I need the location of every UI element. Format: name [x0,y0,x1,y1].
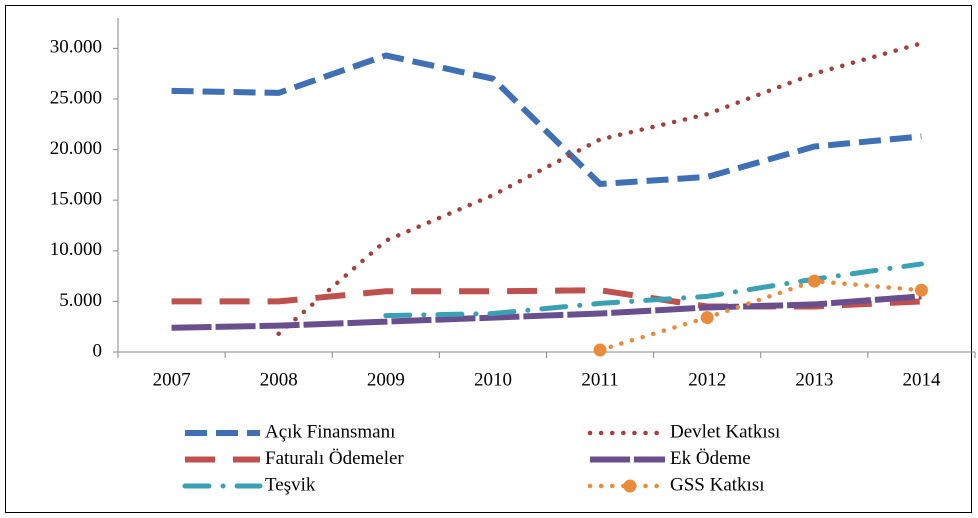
legend-marker [623,479,637,493]
y-tick-label: 0 [93,340,103,361]
series-marker [593,343,607,357]
y-tick-label: 20.000 [50,138,102,159]
x-tick-label: 2007 [153,369,191,390]
series-marker [700,311,714,325]
series-line [383,261,924,319]
x-tick-label: 2014 [902,369,941,390]
x-tick-label: 2012 [688,369,726,390]
series-line [171,293,922,331]
x-tick-label: 2009 [367,369,405,390]
legend-label: Ek Ödeme [670,448,751,469]
x-tick-label: 2008 [260,369,298,390]
y-tick-label: 10.000 [50,239,102,260]
chart-frame [5,5,972,513]
y-tick-label: 15.000 [50,189,102,210]
legend-label: GSS Katkısı [670,474,765,495]
legend-label: Faturalı Ödemeler [265,448,404,469]
x-tick-label: 2013 [795,369,833,390]
series-line [597,278,924,353]
y-tick-label: 30.000 [50,37,102,58]
series-marker [914,283,928,297]
series-line [276,41,924,337]
x-tick-label: 2010 [474,369,512,390]
x-tick-label: 2011 [581,369,618,390]
legend-label: Teşvik [265,474,316,495]
y-tick-label: 5.000 [59,290,102,311]
series-line [171,52,922,187]
series-marker [807,274,821,288]
legend-label: Açık Finansmanı [265,421,395,442]
y-tick-label: 25.000 [50,87,102,108]
legend-label: Devlet Katkısı [670,421,780,442]
